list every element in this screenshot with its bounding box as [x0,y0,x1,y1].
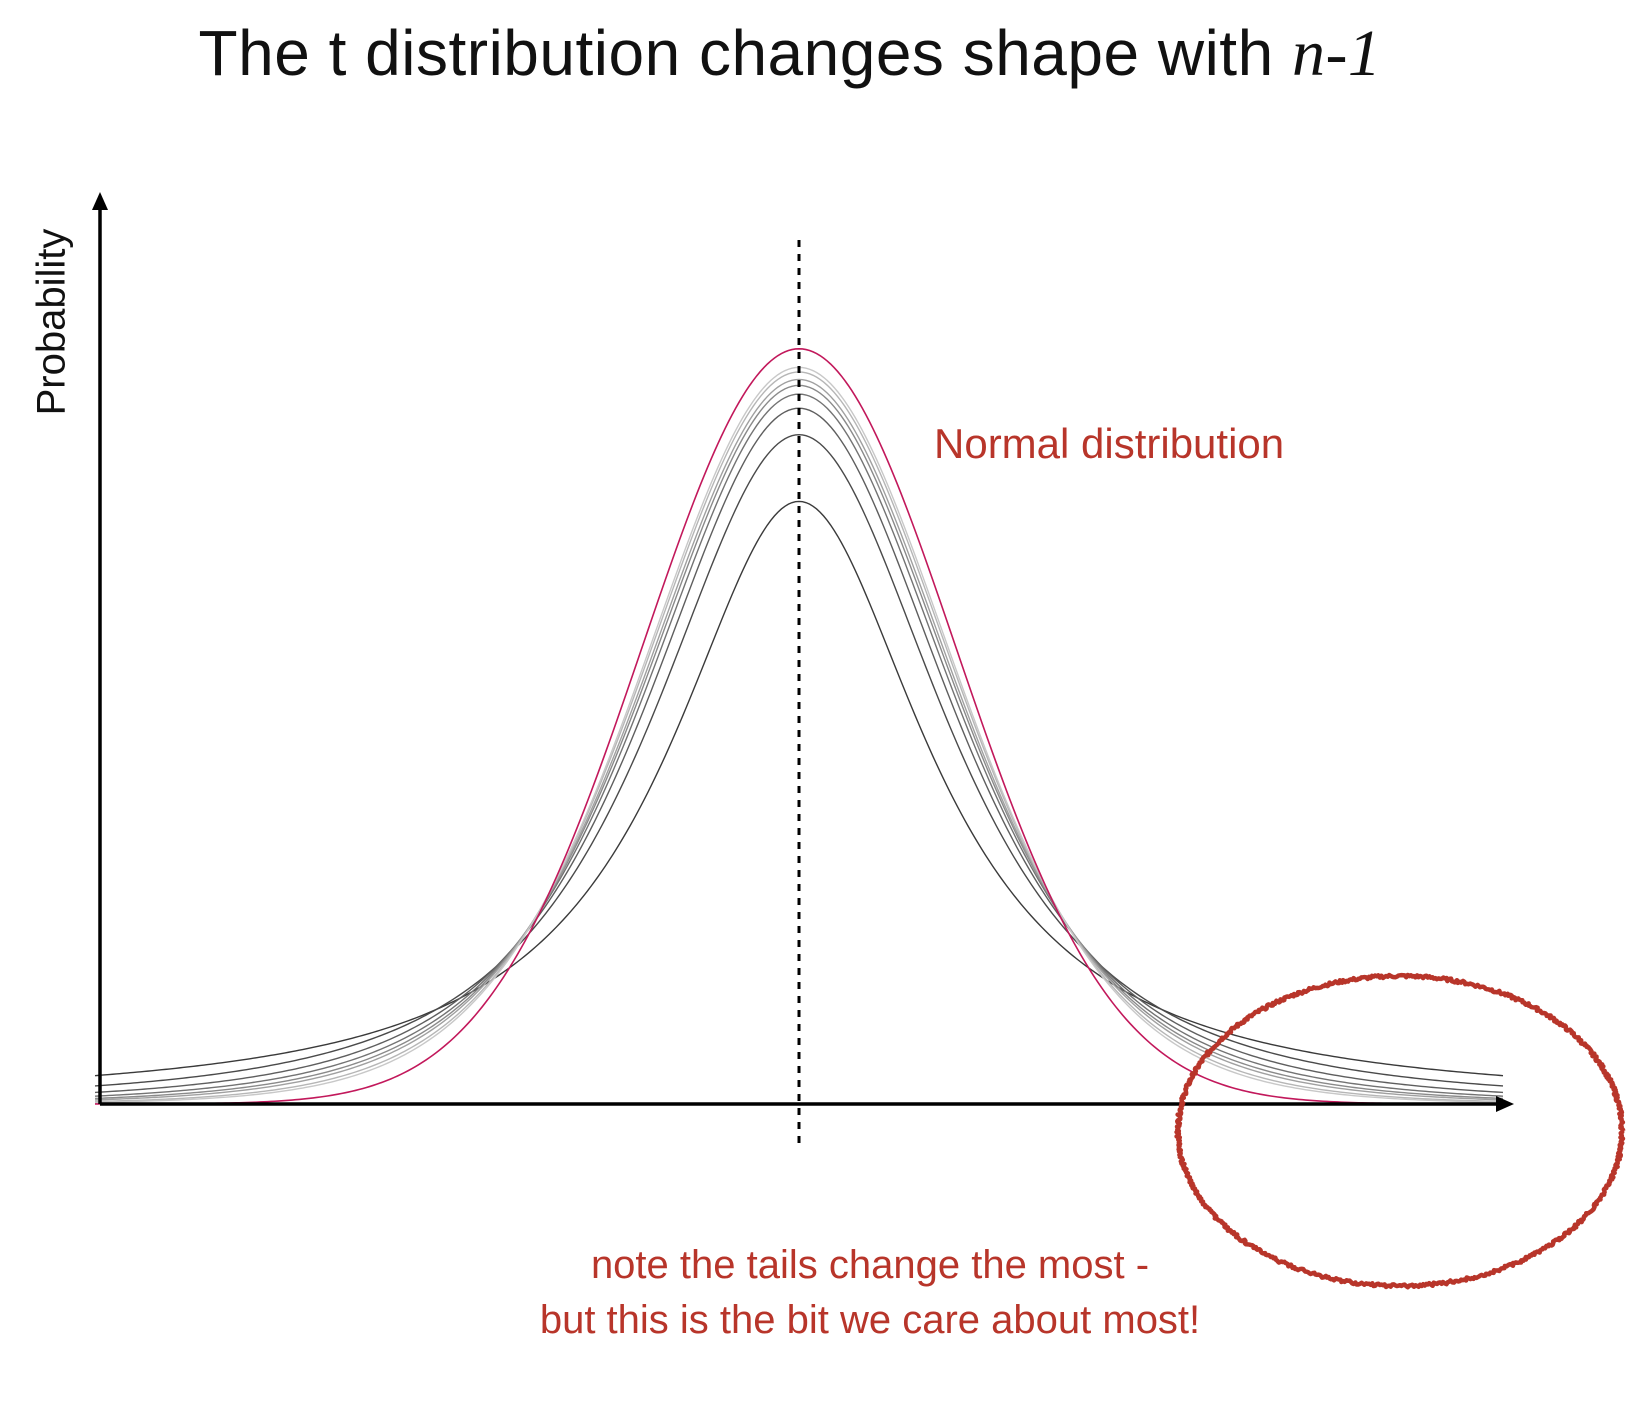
chart-title-text: The t distribution changes shape with [198,17,1274,89]
axes [92,192,1514,1112]
x-axis-arrowhead [1496,1096,1514,1112]
tail-highlight-ellipse [1174,972,1626,1290]
curve-group [94,347,1504,1105]
annotation-note-line-2: but this is the bit we care about most! [539,1298,1201,1342]
t-distribution-curve-df-6 [94,378,1504,1101]
chart-title: The t distribution changes shape with n-… [0,16,1580,92]
annotation-note: note the tails change the most - but thi… [460,1238,1280,1348]
y-axis-arrowhead [92,192,108,210]
tail-highlight-ellipse-path [1174,972,1626,1290]
t-distribution-curve-df-2 [94,434,1504,1087]
normal-distribution-label: Normal distribution [934,420,1285,467]
normal-distribution-curve [95,347,1503,1105]
annotation-note-line-1: note the tails change the most - [590,1243,1150,1287]
t-distribution-curve-df-1 [94,500,1504,1077]
chart-title-math: n-1 [1291,17,1382,90]
y-axis-label-text: Probability [29,228,74,416]
